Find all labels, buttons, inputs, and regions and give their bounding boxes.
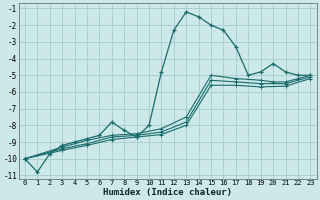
X-axis label: Humidex (Indice chaleur): Humidex (Indice chaleur) <box>103 188 232 197</box>
